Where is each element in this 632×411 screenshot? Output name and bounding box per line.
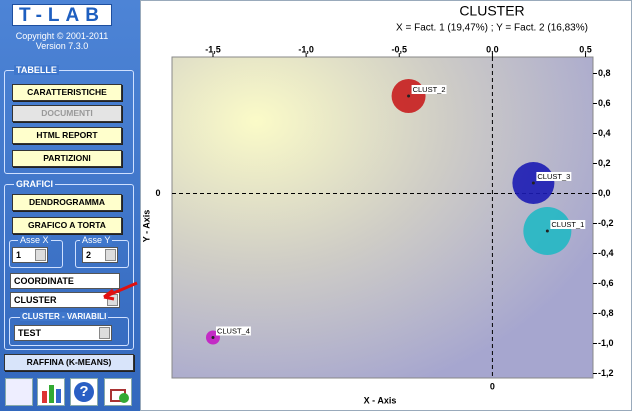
chart-title: CLUSTER xyxy=(459,3,524,19)
x-axis-label: X - Axis xyxy=(364,395,397,405)
y-axis-label: Y - Axis xyxy=(141,210,151,243)
icon-button[interactable]: ? xyxy=(70,378,98,406)
icon-button[interactable] xyxy=(104,378,132,406)
dropdown-arrow xyxy=(105,249,116,261)
group-title: Asse X xyxy=(18,235,51,245)
select-value: 2 xyxy=(86,250,92,260)
grafici-group xyxy=(4,184,134,350)
y-tick-label: 0,4 xyxy=(598,128,611,138)
y-tick-label: -1,0 xyxy=(598,338,614,348)
point-label: CLUST_2 xyxy=(413,85,446,94)
dropdown-arrow xyxy=(35,249,46,261)
button[interactable]: PARTIZIONI xyxy=(12,150,122,167)
point-label-bg xyxy=(536,171,572,181)
select[interactable]: 1 xyxy=(12,247,48,263)
group-title: CLUSTER - VARIABILI xyxy=(20,312,109,321)
button[interactable]: GRAFICO A TORTA xyxy=(12,217,122,234)
select-value: TEST xyxy=(18,328,42,338)
group-title: Asse Y xyxy=(80,235,113,245)
select-value: CLUSTER xyxy=(14,295,57,305)
button[interactable]: DENDROGRAMMA xyxy=(12,194,122,211)
button[interactable]: RAFFINA (K-MEANS) xyxy=(4,354,134,371)
y-tick-label: 0,6 xyxy=(598,98,611,108)
bubble-center xyxy=(531,181,535,185)
text-field[interactable]: COORDINATE xyxy=(10,273,120,289)
x-tick-label: -1,5 xyxy=(205,44,221,54)
zero-label: 0 xyxy=(155,188,160,198)
sidebar: T-LAB Copyright © 2001-2011 Version 7.3.… xyxy=(0,0,140,411)
select-value: 1 xyxy=(16,250,22,260)
copyright: Copyright © 2001-2011 xyxy=(15,31,109,41)
button[interactable]: CARATTERISTICHE xyxy=(12,84,122,101)
tabelle-group xyxy=(4,70,134,174)
x-tick-label: 0,0 xyxy=(486,44,499,54)
x-tick-label: -0,5 xyxy=(392,44,408,54)
plot-area xyxy=(171,56,594,379)
x-tick-label: -1,0 xyxy=(298,44,314,54)
point-label: CLUST_1 xyxy=(551,220,584,229)
logo: T-LAB xyxy=(12,4,112,26)
point-label: CLUST_3 xyxy=(537,172,570,181)
y-tick-label: 0,0 xyxy=(598,188,611,198)
chart-subtitle: X = Fact. 1 (19,47%) ; Y = Fact. 2 (16,8… xyxy=(396,23,588,34)
group-title: TABELLE xyxy=(14,65,59,75)
bubble-center xyxy=(545,229,549,233)
icon-button[interactable] xyxy=(37,378,65,406)
group-title: GRAFICI xyxy=(14,179,55,189)
x-tick-label: 0,5 xyxy=(579,44,592,54)
point-label-bg xyxy=(215,326,251,336)
y-tick-label: -0,8 xyxy=(598,308,614,318)
point-label-bg xyxy=(411,84,447,94)
icon-button[interactable] xyxy=(5,378,33,406)
y-tick-label: 0,8 xyxy=(598,68,611,78)
y-tick-label: -0,4 xyxy=(598,248,614,258)
button[interactable]: HTML REPORT xyxy=(12,127,122,144)
button: DOCUMENTI xyxy=(12,105,122,122)
point-label-bg xyxy=(550,219,586,229)
y-tick-label: -0,6 xyxy=(598,278,614,288)
zero-label: 0 xyxy=(490,381,495,391)
bubble-center xyxy=(407,94,411,98)
annotation-arrow xyxy=(103,281,138,301)
y-tick-label: 0,2 xyxy=(598,158,611,168)
version: Version 7.3.0 xyxy=(35,41,89,51)
y-tick-label: -1,2 xyxy=(598,368,614,378)
point-label: CLUST_4 xyxy=(217,326,250,335)
select[interactable]: TEST xyxy=(14,325,112,341)
select[interactable]: 2 xyxy=(82,247,118,263)
y-tick-label: -0,2 xyxy=(598,218,614,228)
bubble-center xyxy=(211,336,215,339)
dropdown-arrow xyxy=(99,327,110,339)
